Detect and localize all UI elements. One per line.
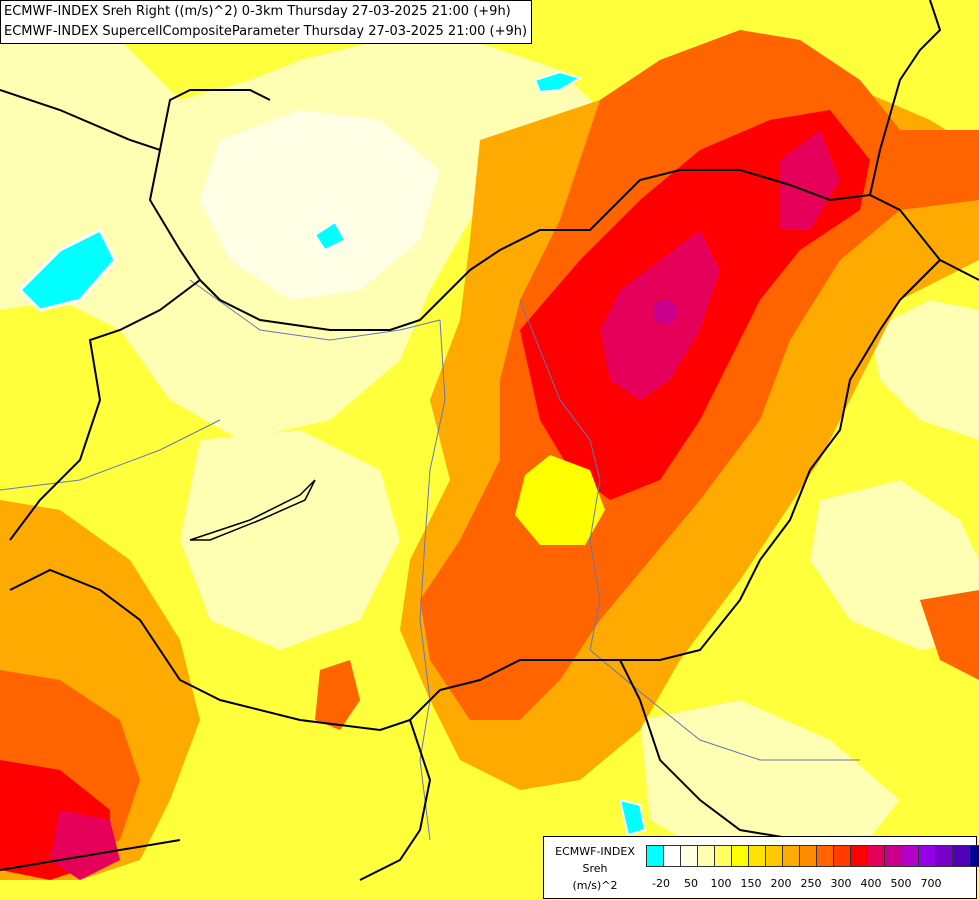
border-south	[9, 259, 941, 732]
border-southeast	[619, 659, 801, 841]
legend-tick-label: 50	[684, 877, 698, 890]
legend-swatch-14	[884, 845, 902, 867]
magenta-sreh-peak	[653, 300, 677, 324]
map-header: ECMWF-INDEX Sreh Right ((m/s)^2) 0-3km T…	[0, 0, 533, 44]
legend-swatch-10	[816, 845, 834, 867]
legend-swatch-1	[663, 845, 681, 867]
legend-swatch-16	[918, 845, 936, 867]
border-northwest	[0, 89, 271, 152]
legend-color-scale	[646, 845, 979, 867]
border-west	[9, 279, 201, 541]
legend-title-line-2: Sreh	[582, 862, 608, 875]
legend-swatch-12	[850, 845, 868, 867]
legend-swatch-0	[646, 845, 664, 867]
river-tisza	[519, 299, 601, 651]
legend-swatch-9	[799, 845, 817, 867]
negative-sreh-area-west	[17, 227, 117, 312]
legend-swatch-15	[901, 845, 919, 867]
header-line-2: ECMWF-INDEX SupercellCompositeParameter …	[4, 24, 528, 39]
very-low-sreh-region	[200, 110, 440, 300]
legend-swatch-2	[680, 845, 698, 867]
negative-sreh-area-south	[618, 798, 647, 837]
legend-swatch-19	[969, 845, 979, 867]
crimson-sreh-region-southwest	[50, 810, 120, 880]
legend-title-line-1: ECMWF-INDEX	[555, 845, 635, 858]
legend-swatch-4	[714, 845, 732, 867]
country-borders	[0, 0, 979, 881]
legend-swatch-13	[867, 845, 885, 867]
pale-sreh-region-center	[180, 430, 400, 650]
legend-swatch-3	[697, 845, 715, 867]
sreh-legend: ECMWF-INDEX Sreh (m/s)^2 -20 50 100 150 200 2…	[543, 836, 979, 899]
river-north	[189, 279, 441, 341]
negative-sreh-area-north	[533, 70, 583, 94]
legend-tick-label: 200	[770, 877, 792, 890]
crimson-sreh-core-north	[780, 130, 840, 230]
header-line-1: ECMWF-INDEX Sreh Right ((m/s)^2) 0-3km T…	[4, 4, 511, 19]
legend-swatch-6	[748, 845, 766, 867]
orange-sreh-spot-east	[920, 590, 979, 680]
negative-sreh-area-center	[313, 220, 347, 252]
legend-tick-label: 150	[740, 877, 762, 890]
legend-swatch-8	[782, 845, 800, 867]
border-north	[148, 149, 979, 331]
river-danube	[419, 319, 446, 841]
legend-tick-label: 400	[860, 877, 882, 890]
river-west	[0, 419, 221, 491]
border-southwest	[0, 839, 181, 871]
pale-sreh-region-southeast	[640, 700, 900, 860]
legend-swatch-17	[935, 845, 953, 867]
pale-sreh-region-east-upper	[870, 300, 979, 440]
legend-tick-label: 250	[800, 877, 822, 890]
river-south	[589, 649, 860, 761]
legend-swatch-11	[833, 845, 851, 867]
legend-swatch-18	[952, 845, 970, 867]
legend-tick-label: -20	[652, 877, 670, 890]
legend-tick-label: 700	[920, 877, 942, 890]
border-south-center	[359, 719, 432, 881]
legend-swatch-7	[765, 845, 783, 867]
legend-tick-label: 500	[890, 877, 912, 890]
legend-swatch-5	[731, 845, 749, 867]
legend-tick-label: 300	[830, 877, 852, 890]
orange-sreh-spot-south	[315, 660, 360, 730]
yellow-sreh-pocket	[515, 455, 605, 545]
lake-balaton	[189, 479, 316, 541]
rivers	[0, 279, 860, 841]
border-northeast	[869, 0, 942, 196]
legend-title-line-3: (m/s)^2	[572, 879, 618, 892]
legend-tick-label: 100	[710, 877, 732, 890]
